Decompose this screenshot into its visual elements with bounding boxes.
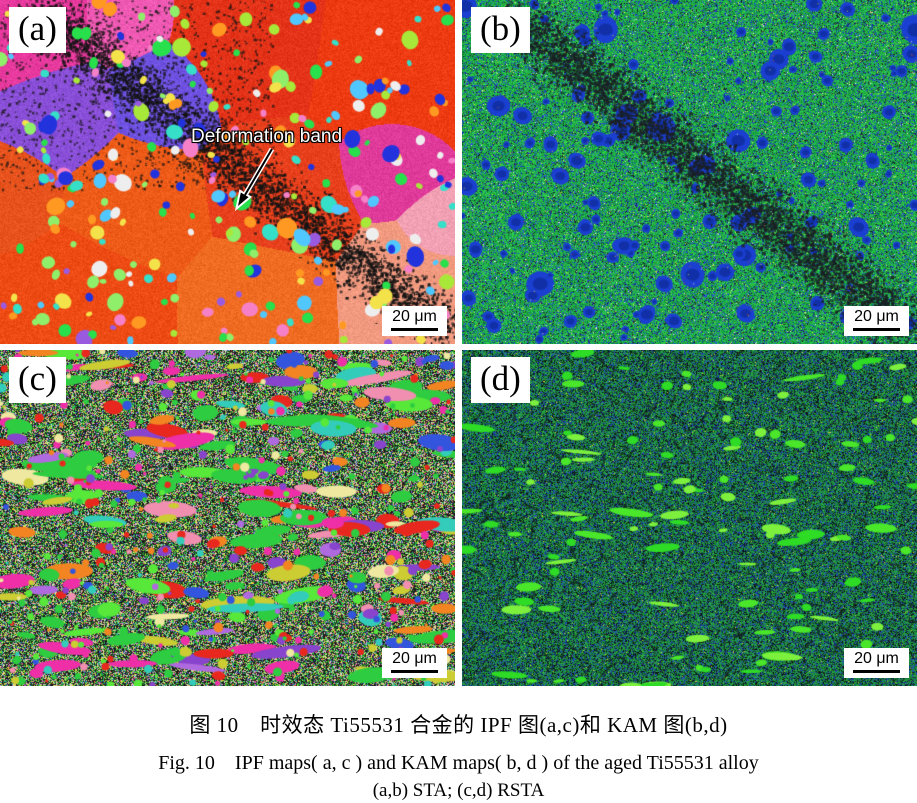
kam-map-b-image <box>462 0 917 344</box>
caption-chinese: 图 10 时效态 Ti55531 合金的 IPF 图(a,c)和 KAM 图(b… <box>189 713 728 737</box>
ipf-map-c-image <box>0 350 455 686</box>
figure-caption: 图 10 时效态 Ti55531 合金的 IPF 图(a,c)和 KAM 图(b… <box>0 686 917 802</box>
caption-conditions: (a,b) STA; (c,d) RSTA <box>372 780 545 801</box>
micrograph-panel-a-ipf-sta: (a) Deformation band 20 μm <box>0 0 455 344</box>
scale-bar-b-label: 20 μm <box>854 308 899 326</box>
micrograph-panel-c-ipf-rsta: (c) 20 μm <box>0 350 455 686</box>
scale-bar-c-label: 20 μm <box>392 650 437 668</box>
micrograph-panel-b-kam-sta: (b) 20 μm <box>462 0 917 344</box>
scale-bar-a-line <box>391 328 438 331</box>
panel-label-c: (c) <box>9 357 66 403</box>
scale-bar-a-label: 20 μm <box>392 308 437 326</box>
deformation-band-arrow-icon <box>234 147 275 212</box>
scale-bar-b-line <box>853 328 900 331</box>
scale-bar-d: 20 μm <box>844 648 909 678</box>
caption-english: Fig. 10 IPF maps( a, c ) and KAM maps( b… <box>158 752 759 774</box>
panel-label-d: (d) <box>471 357 530 403</box>
scale-bar-d-line <box>853 670 900 673</box>
scale-bar-a: 20 μm <box>382 306 447 336</box>
micrograph-panel-d-kam-rsta: (d) 20 μm <box>462 350 917 686</box>
panel-label-b: (b) <box>471 7 530 53</box>
scale-bar-d-label: 20 μm <box>854 650 899 668</box>
scale-bar-c: 20 μm <box>382 648 447 678</box>
panel-label-a: (a) <box>9 7 66 53</box>
scale-bar-b: 20 μm <box>844 306 909 336</box>
kam-map-d-image <box>462 350 917 686</box>
scale-bar-c-line <box>391 670 438 673</box>
ipf-map-a-image <box>0 0 455 344</box>
deformation-band-label: Deformation band <box>191 126 343 147</box>
